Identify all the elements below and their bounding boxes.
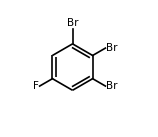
Text: Br: Br — [67, 18, 78, 28]
Text: Br: Br — [106, 81, 118, 91]
Text: F: F — [33, 81, 39, 91]
Text: Br: Br — [106, 43, 118, 53]
